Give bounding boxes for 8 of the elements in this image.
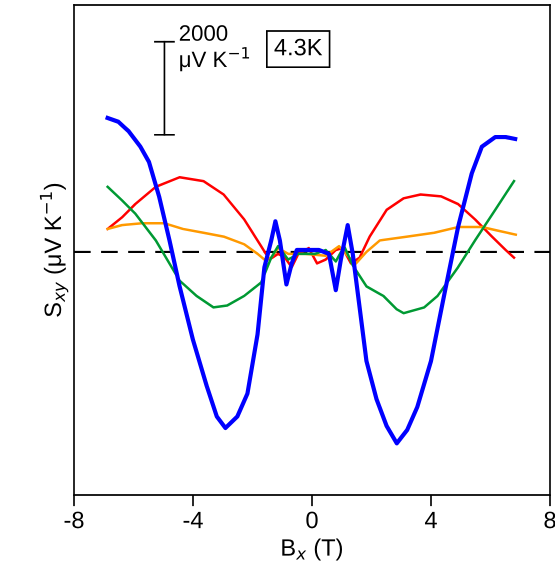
y-axis-title: S$_{xy}$ (μV K$^{−1}$) — [40, 184, 68, 317]
x-tick-label: -8 — [64, 512, 84, 528]
text: 2000 μV K$^{−1}$ — [180, 25, 250, 72]
x-tick-label: 4 — [424, 512, 437, 528]
x-tick-label: -4 — [184, 512, 203, 528]
text: 4.3K — [274, 38, 322, 56]
x-axis-title: B$_{x}$ (T) — [282, 538, 342, 561]
x-tick-label: 0 — [306, 512, 318, 528]
